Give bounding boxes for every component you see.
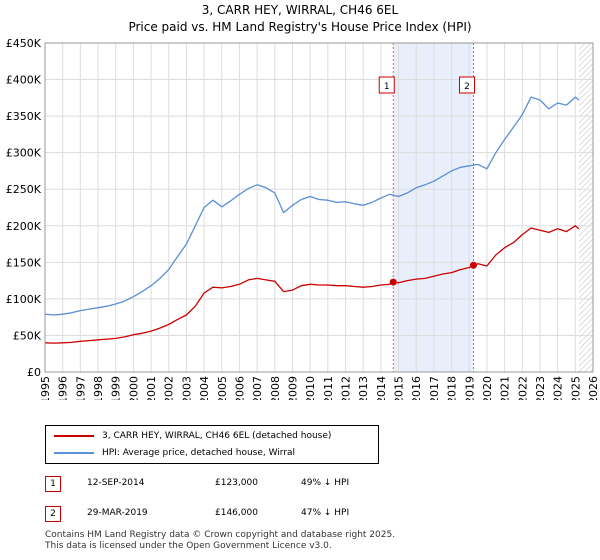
x-tick-label: 2022 (516, 376, 529, 400)
sale-period-shading (393, 43, 474, 372)
y-tick-label: £450K (6, 37, 42, 50)
sale-label-text-2: 2 (464, 82, 470, 92)
x-tick-label: 2014 (375, 376, 388, 400)
x-tick-label: 2018 (446, 376, 459, 400)
x-tick-label: 2019 (463, 376, 476, 400)
y-tick-label: £350K (6, 110, 42, 123)
x-tick-label: 1995 (39, 376, 52, 400)
x-tick-label: 1999 (110, 376, 123, 400)
x-tick-label: 2002 (163, 376, 176, 400)
sale-row-1: 1 12-SEP-2014 £123,000 49% ↓ HPI (45, 476, 585, 494)
chart-title-line-1: 3, CARR HEY, WIRRAL, CH46 6EL (201, 3, 399, 17)
legend-swatch-property (54, 435, 94, 437)
plot-border (44, 42, 594, 373)
series-line-property (45, 225, 580, 344)
x-tick-label: 2021 (499, 376, 512, 400)
y-tick-label: £250K (6, 183, 42, 196)
x-tick-label: 2000 (127, 376, 140, 400)
y-tick-label: £400K (6, 74, 42, 87)
x-tick-label: 1996 (57, 376, 70, 400)
x-tick-label: 2003 (180, 376, 193, 400)
legend-item-property: 3, CARR HEY, WIRRAL, CH46 6EL (detached … (54, 428, 331, 444)
sale-date-2: 29-MAR-2019 (87, 508, 148, 518)
x-tick-label: 2023 (534, 376, 547, 400)
legend-label-property: 3, CARR HEY, WIRRAL, CH46 6EL (detached … (102, 431, 332, 441)
x-tick-label: 2001 (145, 376, 158, 400)
sale-row-2: 2 29-MAR-2019 £146,000 47% ↓ HPI (45, 506, 585, 524)
x-tick-label: 2006 (233, 376, 246, 400)
footer: Contains HM Land Registry data © Crown c… (45, 530, 395, 552)
sale-hpi-1: 49% ↓ HPI (301, 478, 350, 488)
chart-title-line-2: Price paid vs. HM Land Registry's House … (128, 20, 472, 34)
chart-area: 1 2 £0 £50K £100K £150K £200K £250K £300K £350K £4… (6, 37, 600, 400)
y-tick-label: £300K (6, 147, 42, 160)
legend-label-hpi: HPI: Average price, detached house, Wirr… (102, 448, 296, 458)
x-tick-label: 2008 (269, 376, 282, 400)
x-tick-label: 2015 (393, 376, 406, 400)
sale-point-2 (470, 261, 478, 269)
forecast-hatch (578, 43, 593, 372)
sale-marker-1: 1 (45, 476, 61, 492)
x-tick-label: 2010 (304, 376, 317, 400)
x-tick-label: 2017 (428, 376, 441, 400)
sale-price-2: £146,000 (215, 508, 258, 518)
plot-background (45, 43, 593, 372)
x-tick-label: 2026 (587, 376, 600, 400)
x-tick-label: 2009 (286, 376, 299, 400)
legend-swatch-hpi (54, 452, 94, 454)
y-tick-label: £50K (13, 329, 42, 342)
footer-line-1: Contains HM Land Registry data © Crown c… (45, 530, 396, 540)
x-tick-label: 2007 (251, 376, 264, 400)
legend-item-hpi: HPI: Average price, detached house, Wirr… (54, 445, 295, 461)
y-tick-label: £200K (6, 220, 42, 233)
y-tick-label: £0 (27, 366, 41, 379)
x-tick-label: 2011 (322, 376, 335, 400)
x-tick-label: 1997 (74, 376, 87, 400)
sale-label-box-1 (378, 76, 395, 94)
x-tick-label: 2016 (410, 376, 423, 400)
chart-title: 3, CARR HEY, WIRRAL, CH46 6EL Price paid… (0, 2, 600, 36)
x-tick-label: 2005 (216, 376, 229, 400)
x-tick-label: 2025 (569, 376, 582, 400)
sale-marker-2: 2 (45, 506, 61, 522)
footer-line-2: This data is licensed under the Open Gov… (45, 541, 332, 551)
legend: 3, CARR HEY, WIRRAL, CH46 6EL (detached … (45, 425, 379, 464)
sale-label-text-1: 1 (384, 82, 390, 92)
y-tick-label: £150K (6, 256, 42, 269)
sale-date-1: 12-SEP-2014 (87, 478, 145, 488)
series-line-hpi (45, 96, 580, 316)
sale-hpi-2: 47% ↓ HPI (301, 508, 350, 518)
sale-label-box-2 (459, 76, 476, 94)
x-tick-label: 2012 (340, 376, 353, 400)
x-tick-label: 2004 (198, 376, 211, 400)
sale-price-1: £123,000 (215, 478, 258, 488)
x-tick-label: 1998 (92, 376, 105, 400)
x-tick-label: 2024 (552, 376, 565, 400)
x-tick-label: 2013 (357, 376, 370, 400)
sale-point-1 (389, 278, 397, 286)
x-tick-label: 2020 (481, 376, 494, 400)
y-tick-label: £100K (6, 293, 42, 306)
